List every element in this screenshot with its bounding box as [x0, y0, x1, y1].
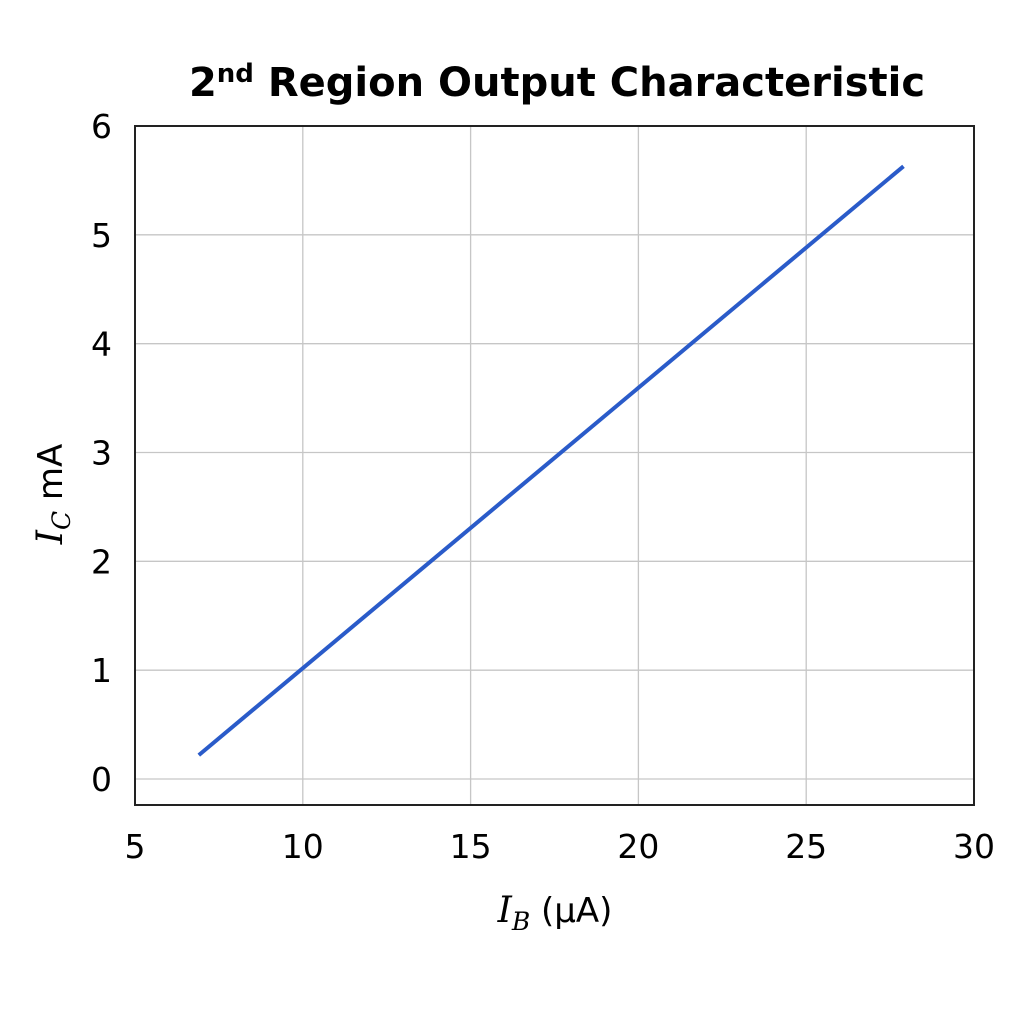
- chart-title-rest: Region Output Characteristic: [254, 60, 925, 106]
- y-tick-label: 0: [91, 760, 112, 799]
- x-gridlines: [302, 126, 807, 805]
- x-tick-label: 25: [785, 827, 827, 866]
- y-axis-label-units: mA: [31, 444, 71, 511]
- x-tick-label: 10: [282, 827, 324, 866]
- series-layer: [197, 164, 905, 757]
- x-axis-label-units: (µA): [530, 891, 612, 931]
- x-axis-label-subscript: B: [511, 907, 530, 936]
- y-gridlines: [135, 234, 974, 780]
- x-tick-label: 30: [953, 827, 995, 866]
- x-axis-label-symbol: I: [497, 890, 513, 931]
- chart-title-prefix: 2: [189, 60, 217, 106]
- x-tick-label: 5: [125, 827, 146, 866]
- x-tick-labels: 5 10 15 20 25 30: [125, 827, 996, 866]
- x-axis-label: IB (µA): [497, 890, 613, 936]
- chart-title-superscript: nd: [217, 59, 254, 89]
- y-axis-label: IC mA: [30, 444, 76, 546]
- y-axis-label-subscript: C: [47, 511, 76, 530]
- x-tick-label: 20: [617, 827, 659, 866]
- y-tick-label: 6: [91, 107, 112, 146]
- x-tick-label: 15: [450, 827, 492, 866]
- chart-title: 2nd Region Output Characteristic: [189, 59, 925, 106]
- y-tick-labels: 0 1 2 3 4 5 6: [91, 107, 112, 799]
- series-line: [197, 164, 905, 757]
- y-axis-label-symbol: I: [30, 529, 71, 545]
- y-tick-label: 1: [91, 651, 112, 690]
- y-tick-label: 4: [91, 325, 112, 364]
- y-tick-label: 5: [91, 216, 112, 255]
- y-tick-label: 3: [91, 434, 112, 473]
- y-tick-label: 2: [91, 542, 112, 581]
